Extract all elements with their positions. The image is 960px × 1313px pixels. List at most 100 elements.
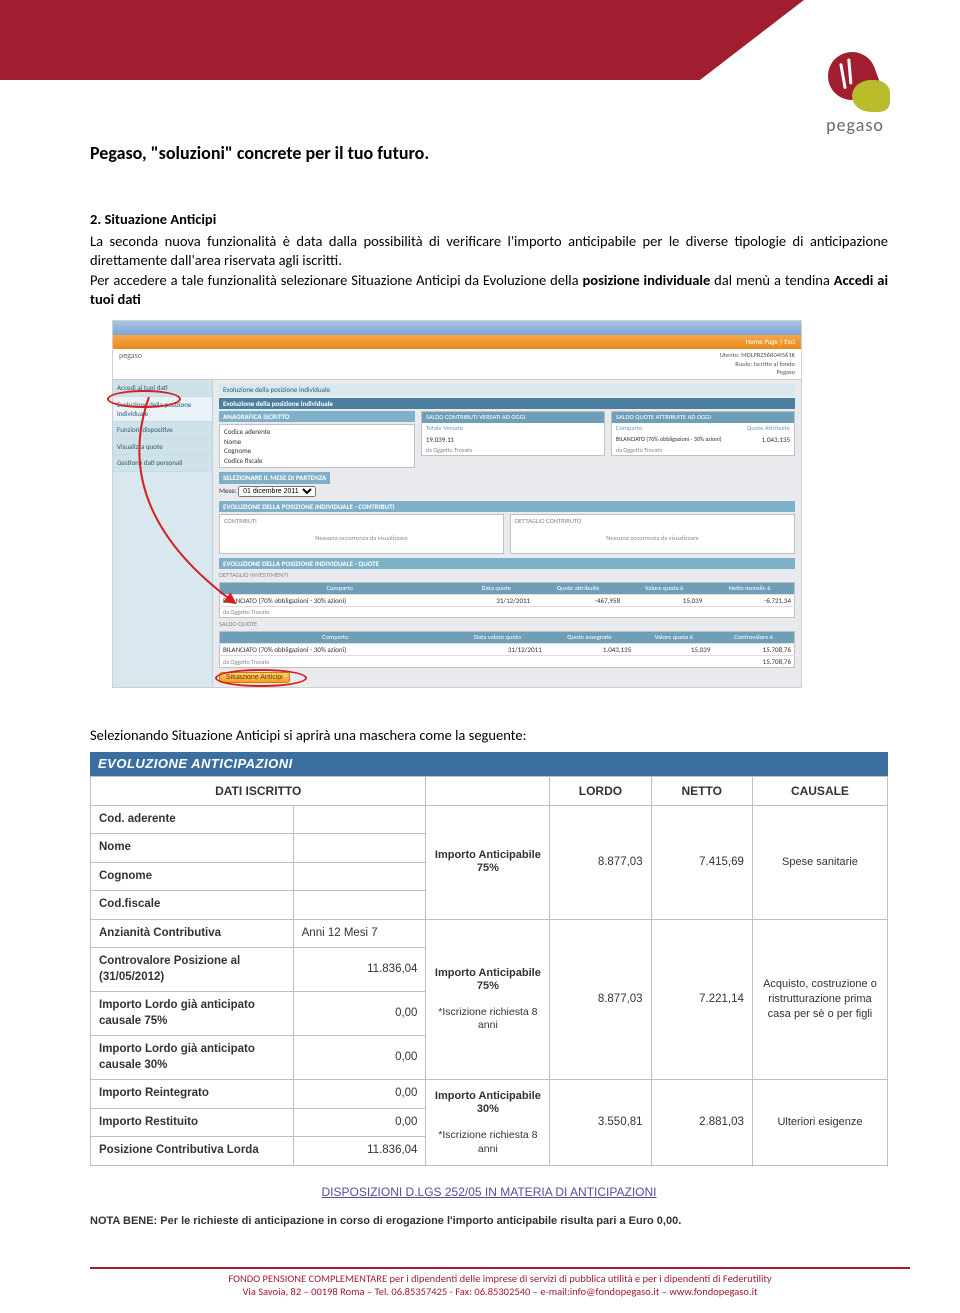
th-netto: NETTO (651, 776, 752, 805)
anag-hdr: ANAGRAFICA ISCRITTO (219, 411, 415, 422)
sq2: SALDO QUOTE (219, 620, 795, 629)
disposizioni-link-wrap: DISPOSIZIONI D.LGS 252/05 IN MATERIA DI … (90, 1184, 888, 1200)
ss1-title: Evoluzione della posizione individuale (219, 384, 795, 395)
sidebar-item-funzioni[interactable]: Funzioni dispositive (113, 422, 212, 438)
footer-line2: Via Savoia, 82 – 00198 Roma – Tel. 06.85… (90, 1285, 910, 1299)
th-causale: CAUSALE (752, 776, 887, 805)
mese-select[interactable]: 01 dicembre 2011 (238, 486, 316, 497)
r9-val: 0,00 (293, 1080, 426, 1109)
pegaso-logo-text: pegaso (826, 114, 884, 136)
sc3: Valore quota € (634, 631, 713, 643)
ic1: Data quote (460, 582, 534, 594)
sc-col: Totale Versato (426, 424, 463, 433)
ss1-mini-logo: pegaso (119, 351, 142, 377)
r6-label: Controvalore Posizione al (31/05/2012) (91, 948, 294, 992)
ss1-btn-area: Situazione Anticipi (219, 672, 795, 683)
block1-mid: Importo Anticipabile 75% (426, 805, 550, 919)
noocc2: Nessuna occorrenza da visualizzare (515, 526, 790, 551)
b2m1: Importo Anticipabile 75% (435, 967, 541, 992)
sidebar-item-quote[interactable]: Visualizza quote (113, 439, 212, 455)
anag-box: Codice aderente Nome Cognome Codice fisc… (219, 424, 415, 468)
footer-line1: FONDO PENSIONE COMPLEMENTARE per i dipen… (90, 1272, 910, 1286)
sr0: BILANCIATO (70% obbligazioni - 30% azion… (220, 643, 451, 655)
r11-val: 11.836,04 (293, 1137, 426, 1166)
r1-label: Cod. aderente (91, 805, 294, 834)
r7-label: Importo Lordo già anticipato causale 75% (91, 992, 294, 1036)
block1-netto: 7.415,69 (651, 805, 752, 919)
ir0: BILANCIATO (70% obbligazioni - 30% azion… (220, 594, 460, 606)
ss1-home[interactable]: Home Page | Esci (746, 337, 795, 346)
sr2: 1.043,135 (545, 643, 635, 655)
para-2b: posizione individuale (583, 271, 711, 289)
ic2: Quote attribuite (533, 582, 623, 594)
sq-total: 15.708,76 (713, 656, 794, 668)
ss1-fund: Pegaso (720, 368, 795, 377)
b2m2: *Iscrizione richiesta 8 anni (438, 1006, 537, 1031)
sq-sub2: da Oggetto Trovato (220, 656, 714, 668)
evo-quote-hdr: EVOLUZIONE DELLA POSIZIONE INDIVIDUALE -… (219, 558, 795, 569)
block3-netto: 2.881,03 (651, 1080, 752, 1166)
block2-netto: 7.221,14 (651, 919, 752, 1080)
dett-inv: DETTAGLIO INVESTIMENTI (219, 571, 795, 580)
r4-val (293, 891, 426, 920)
block1-lordo: 8.877,03 (550, 805, 651, 919)
sq-c1: Comparto (616, 424, 642, 433)
block2-cause: Acquisto, costruzione o ristrutturazione… (752, 919, 887, 1080)
ir1: 31/12/2011 (460, 594, 534, 606)
r10-label: Importo Restituito (91, 1108, 294, 1137)
anag-nome: Nome (224, 437, 410, 446)
sq-c2: Quote Attribuite (747, 424, 790, 433)
anag-cf: Codice fiscale (224, 456, 410, 465)
content: 2. Situazione Anticipi La seconda nuova … (90, 210, 888, 1237)
th-dati: DATI ISCRITTO (91, 776, 426, 805)
sc-val: 19.039,11 (426, 435, 454, 444)
sc4: Controvalore € (713, 631, 794, 643)
block2-mid: Importo Anticipabile 75% *Iscrizione ric… (426, 919, 550, 1080)
sidebar-item-gestione[interactable]: Gestione dati personali (113, 455, 212, 471)
sr3: 15,039 (634, 643, 713, 655)
highlight-circle-button (215, 669, 307, 687)
cl: CONTRIBUTI (224, 517, 499, 526)
ss1-user: Utente: MDLPRZ56R04I561K (720, 351, 795, 360)
ic4: Netto mensile € (705, 582, 794, 594)
anag-cognome: Cognome (224, 446, 410, 455)
inv-table: Comparto Data quote Quote attribuite Val… (219, 582, 795, 618)
para-3: Selezionando Situazione Anticipi si apri… (90, 726, 888, 746)
noocc1: Nessuna occorrenza da visualizzare (224, 526, 499, 551)
ss1-sidebar: Accedi ai tuoi dati Evoluzione della pos… (113, 380, 213, 687)
pegaso-logo-icon (820, 52, 890, 114)
footer: FONDO PENSIONE COMPLEMENTARE per i dipen… (90, 1267, 910, 1299)
block2-lordo: 8.877,03 (550, 919, 651, 1080)
anag-cod: Codice aderente (224, 427, 410, 436)
mese-label: Mese: (219, 486, 237, 495)
sr4: 15.708,76 (713, 643, 794, 655)
r1-val (293, 805, 426, 834)
sq-sub: da Oggetto Trovato (612, 445, 794, 455)
ss1-titlebar (113, 321, 801, 335)
cr: DETTAGLIO CONTRIBUTO (515, 517, 790, 526)
para-2: Per accedere a tale funzionalità selezio… (90, 271, 888, 310)
ir2: -467,958 (533, 594, 623, 606)
r11-label: Posizione Contributiva Lorda (91, 1137, 294, 1166)
anticipazioni-table-wrap: EVOLUZIONE ANTICIPAZIONI DATI ISCRITTO L… (90, 752, 888, 1237)
anticipazioni-table: DATI ISCRITTO LORDO NETTO CAUSALE Cod. a… (90, 776, 888, 1166)
ss1-menubar: Home Page | Esci (113, 335, 801, 349)
inv-sub: da Oggetto Trovato (220, 606, 795, 617)
ic3: Valore quota € (623, 582, 705, 594)
sc1: Data valore quota (450, 631, 544, 643)
para-2a: Per accedere a tale funzionalità selezio… (90, 271, 583, 289)
r6-val: 11.836,04 (293, 948, 426, 992)
mese-row: Mese: 01 dicembre 2011 (219, 486, 795, 497)
ir4: -6.721,34 (705, 594, 794, 606)
r7-val: 0,00 (293, 992, 426, 1036)
evo-contr-hdr: EVOLUZIONE DELLA POSIZIONE INDIVIDUALE -… (219, 501, 795, 512)
sq-table: Comparto Data valore quota Quote assegna… (219, 631, 795, 669)
pegaso-logo: pegaso (800, 40, 910, 136)
r2-label: Nome (91, 834, 294, 863)
block3-cause: Ulteriori esigenze (752, 1080, 887, 1166)
r10-val: 0,00 (293, 1108, 426, 1137)
sc-sub: da Oggetto Trovato (422, 445, 604, 455)
r5-label: Anzianità Contributiva (91, 919, 294, 948)
sq-hdr: SALDO QUOTE ATTRIBUITE AD OGGI (612, 412, 794, 423)
disposizioni-link[interactable]: DISPOSIZIONI D.LGS 252/05 IN MATERIA DI … (322, 1185, 657, 1199)
